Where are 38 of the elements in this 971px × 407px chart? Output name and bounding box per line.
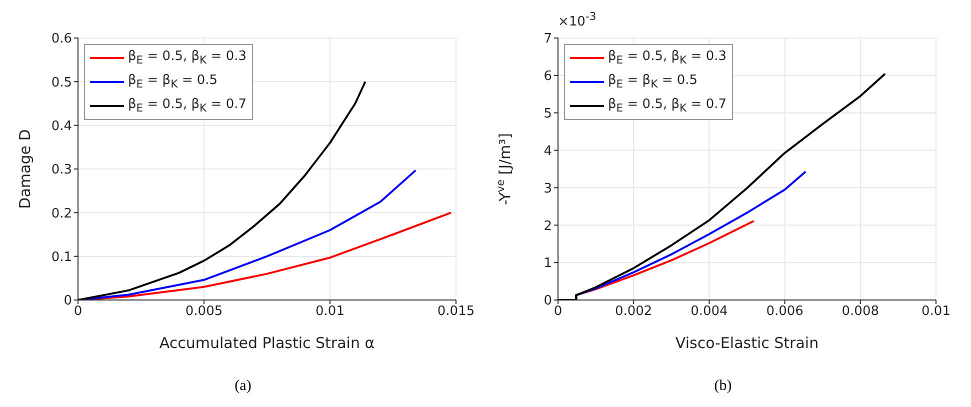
y-tick-label: 2 bbox=[544, 218, 552, 234]
y-tick-label: 1 bbox=[544, 256, 552, 272]
legend-label: β$_{E}$ = 0.5, β$_{K}$ = 0.3 bbox=[608, 49, 726, 67]
y-tick-label: 0.2 bbox=[51, 206, 72, 222]
x-tick-label: 0.015 bbox=[437, 304, 475, 320]
text: (a) bbox=[234, 378, 252, 395]
legend-label: β$_{E}$ = 0.5, β$_{K}$ = 0.7 bbox=[128, 97, 246, 115]
x-tick-label: 0 bbox=[554, 304, 562, 320]
y-tick-label: 5 bbox=[544, 106, 552, 122]
legend-label: β$_{E}$ = 0.5, β$_{K}$ = 0.3 bbox=[128, 49, 246, 67]
x-tick-label: 0.002 bbox=[614, 304, 652, 320]
x-axis-title: Accumulated Plastic Strain α bbox=[159, 334, 375, 352]
legend-label: β$_{E}$ = 0.5, β$_{K}$ = 0.7 bbox=[608, 97, 726, 115]
text: (b) bbox=[713, 378, 733, 395]
y-tick-label: 7 bbox=[544, 32, 552, 47]
y-tick-label: 0.4 bbox=[51, 118, 72, 134]
legend-label: β$_{E}$ = β$_{K}$ = 0.5 bbox=[128, 73, 218, 91]
y-tick-label: 0.3 bbox=[51, 162, 72, 178]
x-tick-label: 0.004 bbox=[690, 304, 728, 320]
y-tick-label: 0 bbox=[64, 294, 72, 309]
legend-label: β$_{E}$ = β$_{K}$ = 0.5 bbox=[608, 73, 698, 91]
x-tick-label: 0.005 bbox=[185, 304, 223, 320]
line-series bbox=[558, 72, 886, 300]
y-tick-label: 0 bbox=[544, 294, 552, 309]
y-tick-label: 0.6 bbox=[51, 32, 72, 47]
x-tick-label: 0.008 bbox=[842, 304, 880, 320]
y-tick-label: 6 bbox=[544, 69, 552, 84]
x-tick-label: 0.01 bbox=[316, 304, 344, 320]
y-tick-label: 0.5 bbox=[51, 75, 72, 90]
x-tick-label: 0 bbox=[74, 304, 82, 320]
y-axis-title: Damage D bbox=[16, 129, 34, 209]
y-tick-label: 4 bbox=[544, 144, 552, 159]
y-tick-label: 3 bbox=[544, 181, 552, 196]
x-tick-label: 0.006 bbox=[766, 304, 804, 320]
text: ×10$^{-3}$ bbox=[558, 10, 596, 30]
x-axis-title: Visco-Elastic Strain bbox=[675, 334, 819, 352]
x-tick-label: 0.01 bbox=[922, 304, 950, 320]
y-tick-label: 0.1 bbox=[51, 250, 72, 265]
